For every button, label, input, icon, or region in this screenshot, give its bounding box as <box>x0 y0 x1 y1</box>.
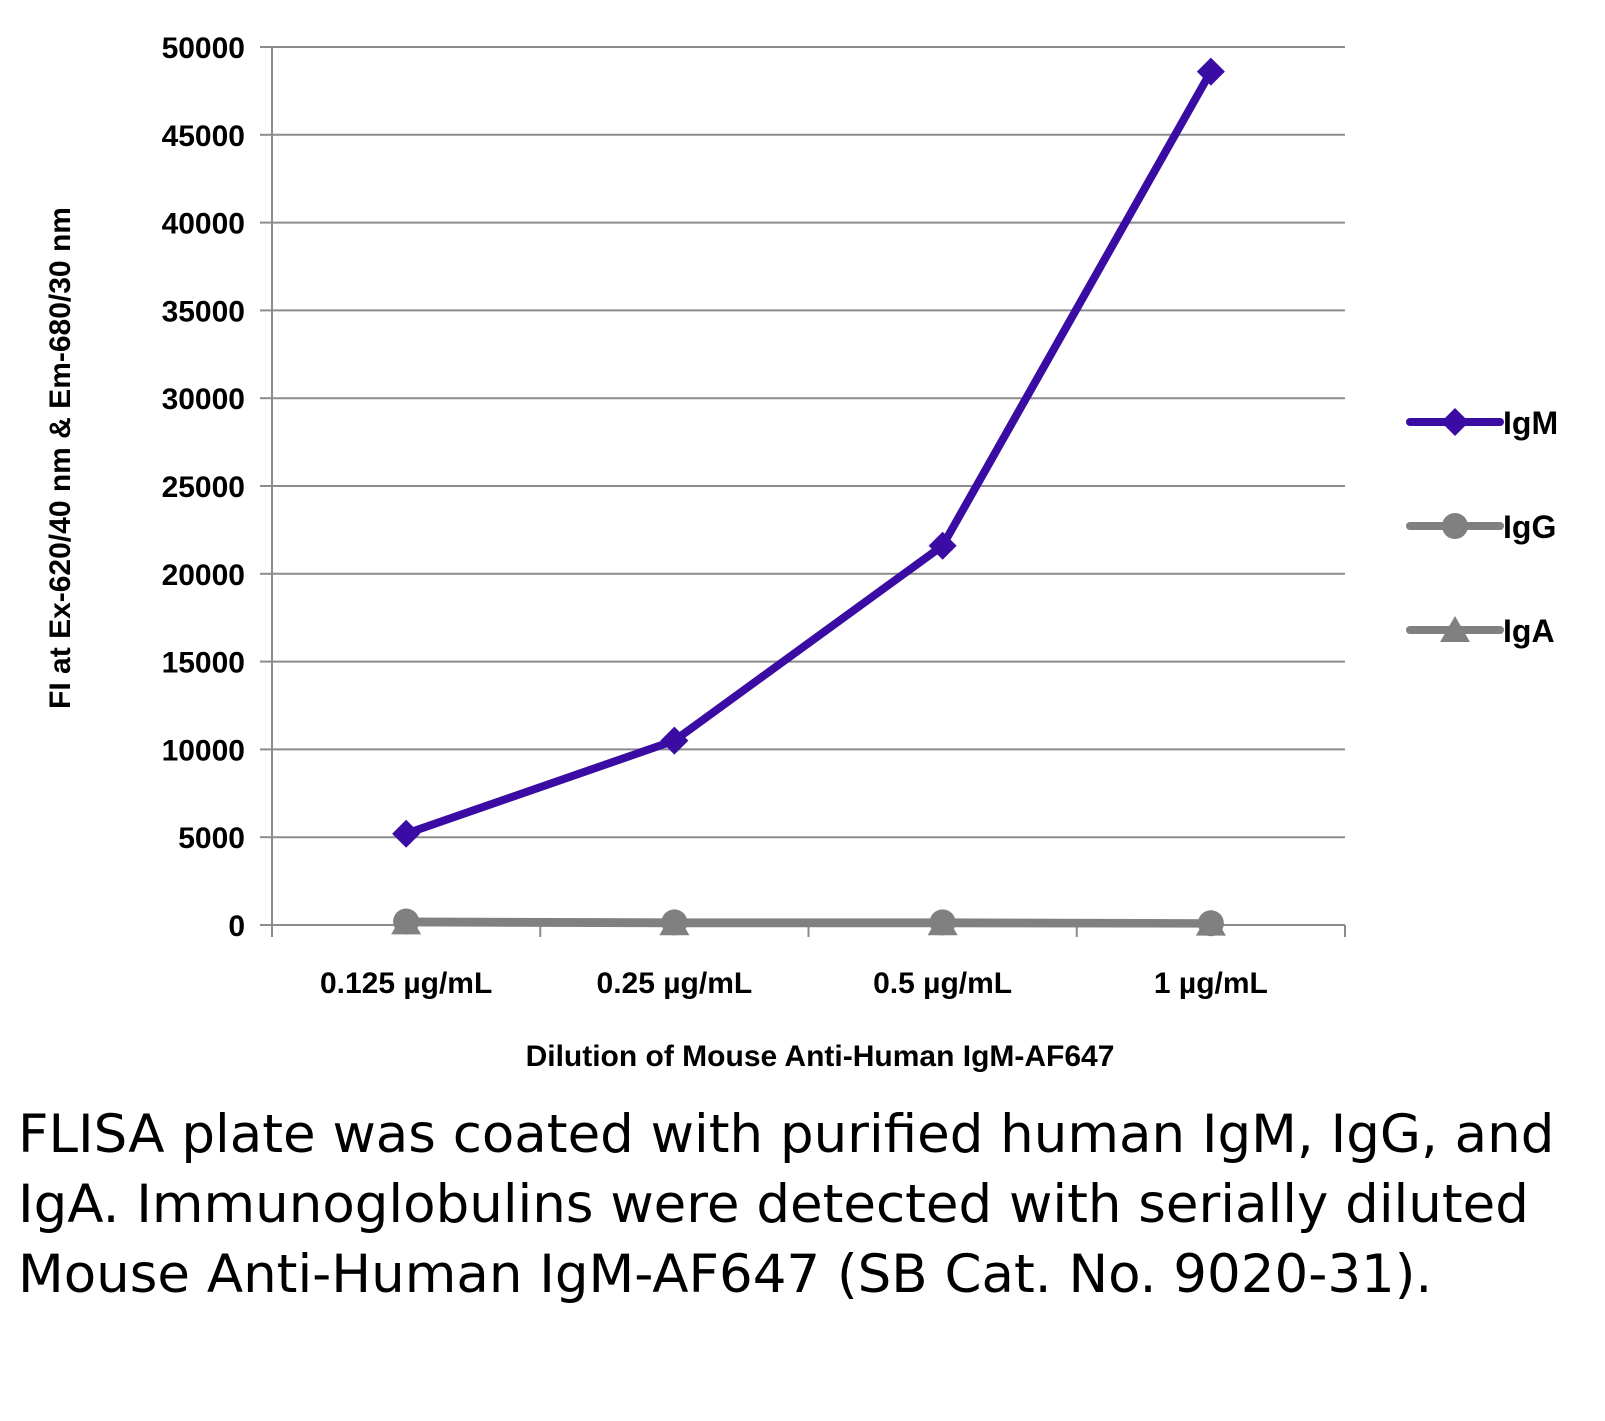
figure-caption: FLISA plate was coated with purified hum… <box>18 1104 1555 1305</box>
x-tick-label: 1 µg/mL <box>1154 967 1268 1000</box>
data-point-igg <box>393 908 420 935</box>
data-point-igm <box>1196 57 1225 86</box>
y-tick-label: 30000 <box>162 383 245 416</box>
x-tick-label: 0.5 µg/mL <box>873 967 1012 1000</box>
data-point-igm <box>392 819 421 848</box>
data-point-igg <box>929 909 956 936</box>
y-tick-label: 45000 <box>162 120 245 153</box>
data-point-igm <box>928 531 957 560</box>
x-axis-title: Dilution of Mouse Anti-Human IgM-AF647 <box>526 1040 1115 1073</box>
x-tick-label: 0.125 µg/mL <box>320 967 492 1000</box>
series-markers <box>391 57 1226 937</box>
data-point-igm <box>660 726 689 755</box>
gridlines <box>272 46 1345 839</box>
series-lines <box>402 67 1215 928</box>
y-tick-labels: 0 5000 10000 15000 20000 25000 30000 35000 40000… <box>162 32 245 943</box>
y-tick-label: 5000 <box>178 822 245 855</box>
series-line-igg <box>402 917 1215 928</box>
series-line-igm <box>402 67 1215 838</box>
legend-label-igg: IgG <box>1503 509 1556 545</box>
x-tick-labels: 0.125 µg/mL 0.25 µg/mL 0.5 µg/mL 1 µg/mL <box>320 967 1268 1000</box>
y-tick-label: 40000 <box>162 208 245 241</box>
legend-marker-igg <box>1442 513 1468 539</box>
legend-marker-iga <box>1440 616 1470 642</box>
y-tick-label: 35000 <box>162 295 245 328</box>
y-tick-label: 15000 <box>162 647 245 680</box>
x-tick-label: 0.25 µg/mL <box>597 967 753 1000</box>
y-tick-label: 0 <box>228 910 245 943</box>
legend-label-iga: IgA <box>1503 613 1555 649</box>
y-tick-label: 20000 <box>162 559 245 592</box>
data-point-igg <box>1197 910 1224 937</box>
y-tick-label: 25000 <box>162 471 245 504</box>
legend: IgM IgG IgA <box>1406 405 1558 649</box>
legend-label-igm: IgM <box>1503 405 1558 441</box>
legend-marker-igm <box>1441 408 1469 436</box>
y-tick-label: 50000 <box>162 32 245 65</box>
y-axis-title: FI at Ex-620/40 nm & Em-680/30 nm <box>44 207 77 709</box>
y-tick-label: 10000 <box>162 734 245 767</box>
axes <box>260 46 1346 937</box>
data-point-igg <box>661 909 688 936</box>
